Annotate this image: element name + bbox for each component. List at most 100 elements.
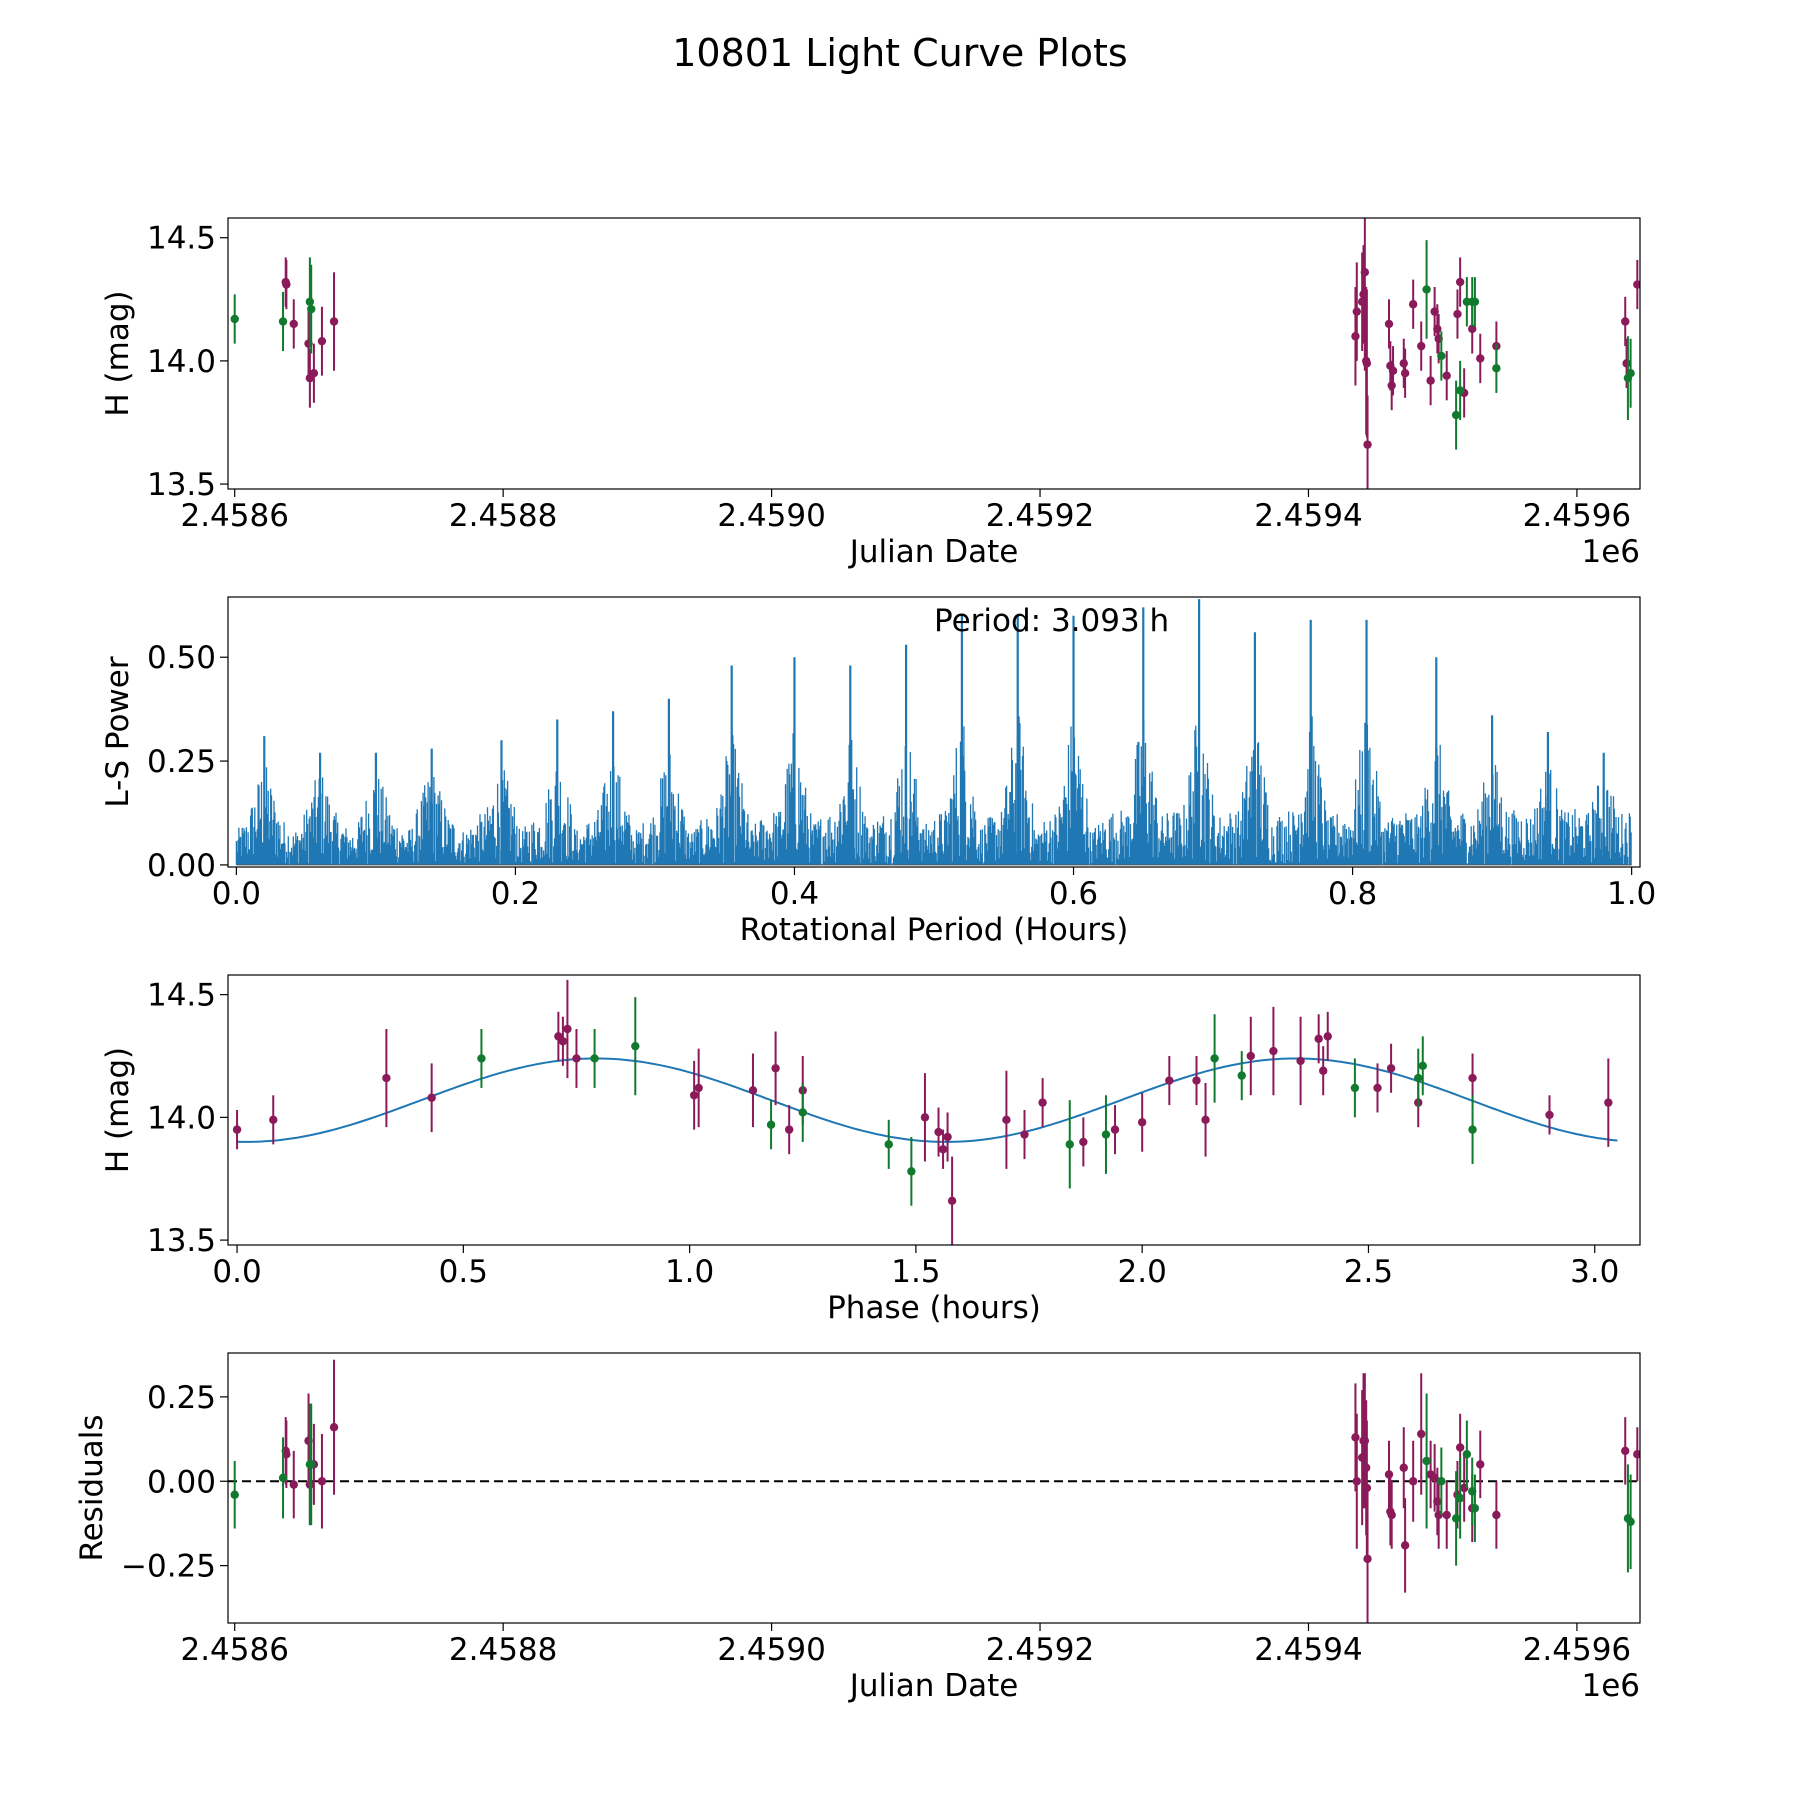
- data-point: [884, 1140, 893, 1149]
- data-point: [1387, 381, 1396, 390]
- data-point: [907, 1167, 916, 1176]
- data-point: [1352, 307, 1361, 316]
- data-point: [1362, 359, 1372, 368]
- data-point: [1470, 297, 1480, 306]
- data-point: [1038, 1098, 1047, 1107]
- data-point: [1633, 280, 1640, 289]
- data-point: [1408, 1477, 1418, 1486]
- y-tick-label: 14.0: [147, 344, 216, 380]
- data-point: [1433, 324, 1442, 334]
- x-axis-label: Julian Date: [848, 534, 1019, 570]
- data-point: [477, 1054, 486, 1063]
- x-tick-label: 1.5: [891, 1254, 940, 1290]
- y-tick-label: 14.0: [147, 1100, 216, 1136]
- axes-frame: [227, 217, 1641, 490]
- plot-area: [235, 599, 1632, 866]
- y-tick-label: 13.5: [147, 1223, 216, 1259]
- plot-area: [232, 979, 1618, 1245]
- data-point: [1451, 410, 1461, 420]
- data-point: [230, 1490, 239, 1499]
- data-point: [590, 1054, 599, 1063]
- x-tick-label: 3.0: [1570, 1254, 1619, 1290]
- y-axis-label: Residuals: [74, 1414, 110, 1561]
- data-point: [1626, 369, 1635, 378]
- periodogram-noise: [235, 716, 1632, 865]
- data-point: [1476, 1460, 1485, 1469]
- x-axis-label: Rotational Period (Hours): [740, 912, 1129, 948]
- y-tick-label: 0.50: [147, 640, 216, 676]
- x-tick-label: 1.0: [1607, 876, 1656, 912]
- axes-frame: [227, 974, 1641, 1246]
- data-point: [1399, 1463, 1408, 1472]
- data-point: [1408, 300, 1418, 309]
- data-point: [317, 1477, 327, 1486]
- data-point: [1363, 440, 1372, 449]
- data-point: [771, 1064, 780, 1073]
- data-point: [317, 336, 327, 346]
- data-point: [689, 1091, 699, 1100]
- data-point: [1492, 364, 1501, 373]
- x-tick-label: 0.5: [439, 1254, 488, 1290]
- data-point: [1388, 366, 1398, 375]
- data-point: [289, 1480, 298, 1489]
- y-axis-label: H (mag): [100, 1047, 136, 1173]
- data-point: [934, 1127, 943, 1137]
- data-point: [1621, 317, 1630, 326]
- data-point: [230, 314, 239, 324]
- data-point: [1246, 1051, 1255, 1061]
- data-point: [1319, 1066, 1328, 1075]
- data-point: [1417, 341, 1426, 351]
- x-tick-label: 0.8: [1328, 876, 1377, 912]
- data-point: [1468, 324, 1477, 334]
- periodogram-panel: Period: 3.093 h 0.0 0.2 0.4 0.6 0.8 1.0 0.00 0.2…: [100, 596, 1656, 948]
- data-point: [1633, 1450, 1640, 1459]
- data-point: [1137, 1118, 1147, 1127]
- data-point: [305, 297, 315, 306]
- data-point: [282, 1450, 291, 1459]
- data-point: [1165, 1076, 1174, 1085]
- data-point: [1626, 1517, 1635, 1526]
- data-point: [798, 1108, 807, 1117]
- data-point: [382, 1073, 391, 1083]
- data-point: [1362, 1483, 1372, 1493]
- x-tick-label: 2.4590: [717, 498, 825, 534]
- axes-frame: [227, 1352, 1641, 1624]
- data-point: [278, 1473, 288, 1483]
- x-tick-label: 2.4594: [1254, 498, 1362, 534]
- data-point: [1437, 1477, 1446, 1486]
- x-tick-label: 2.4588: [449, 498, 557, 534]
- data-point: [1384, 1470, 1394, 1479]
- data-point: [1470, 1504, 1480, 1513]
- x-tick-label: 0.4: [770, 876, 819, 912]
- y-axis-label: L-S Power: [100, 656, 136, 807]
- lightcurve-panel: 2.4586 2.4588 2.4590 2.4592 2.4594 2.4596 13.5…: [100, 217, 1641, 570]
- x-offset-label: 1e6: [1581, 1668, 1640, 1704]
- data-point: [1079, 1137, 1088, 1147]
- data-point: [1351, 332, 1360, 341]
- data-point: [1351, 1433, 1360, 1442]
- x-tick-label: 2.4586: [180, 498, 288, 534]
- data-point: [1399, 359, 1408, 368]
- data-point: [920, 1113, 930, 1122]
- data-point: [1386, 1064, 1396, 1073]
- x-tick-label: 2.4596: [1523, 1632, 1631, 1668]
- data-point: [1442, 1510, 1451, 1520]
- data-point: [1468, 1125, 1477, 1134]
- data-point: [947, 1196, 957, 1206]
- data-point: [307, 1460, 316, 1469]
- data-point: [1210, 1054, 1219, 1063]
- data-point: [1110, 1125, 1120, 1134]
- data-point: [1363, 1554, 1372, 1564]
- data-point: [329, 1423, 339, 1432]
- data-point: [1455, 277, 1465, 287]
- data-point: [1476, 354, 1485, 363]
- data-point: [1237, 1071, 1246, 1080]
- plot-area: [228, 1359, 1640, 1623]
- data-point: [1442, 371, 1451, 380]
- data-point: [784, 1125, 794, 1134]
- data-point: [1418, 1061, 1427, 1071]
- x-tick-label: 2.4586: [180, 1632, 288, 1668]
- x-tick-label: 0.0: [212, 1254, 261, 1290]
- y-tick-label: 14.5: [147, 978, 216, 1014]
- data-point: [1455, 386, 1465, 395]
